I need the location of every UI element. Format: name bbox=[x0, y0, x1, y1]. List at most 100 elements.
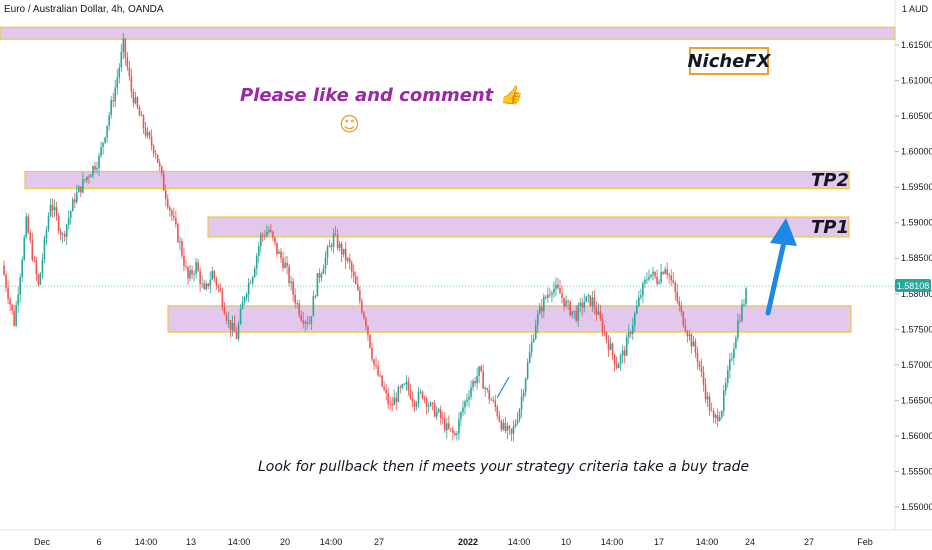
candle-body bbox=[486, 388, 489, 390]
candle-body bbox=[140, 115, 143, 117]
candle-body bbox=[583, 301, 586, 308]
candle-body bbox=[429, 402, 432, 406]
candle-body bbox=[207, 283, 210, 287]
candle-body bbox=[298, 303, 300, 315]
candle-body bbox=[502, 422, 505, 430]
candle-body bbox=[217, 285, 220, 288]
candle-body bbox=[526, 362, 529, 379]
candle-body bbox=[666, 269, 668, 275]
candle-body bbox=[543, 296, 545, 312]
candle-body bbox=[739, 320, 741, 322]
candle-body bbox=[458, 419, 460, 434]
candle-body bbox=[235, 331, 238, 339]
candle-body bbox=[644, 279, 646, 284]
candle-body bbox=[399, 387, 402, 388]
candle-body bbox=[243, 297, 246, 303]
candle-body bbox=[454, 433, 456, 436]
candle-body bbox=[504, 422, 507, 431]
candle-body bbox=[193, 273, 195, 275]
candle-body bbox=[100, 147, 102, 156]
candle-body bbox=[603, 332, 606, 333]
y-tick-label: 1.58500 bbox=[901, 253, 932, 263]
candle-body bbox=[84, 179, 86, 181]
y-tick-label: 1.56500 bbox=[901, 395, 932, 405]
support-zone bbox=[167, 305, 852, 333]
candle-body bbox=[541, 306, 543, 312]
candle-body bbox=[403, 384, 406, 385]
candle-body bbox=[171, 210, 173, 216]
candle-body bbox=[443, 418, 446, 431]
candle-body bbox=[272, 231, 274, 238]
candle-body bbox=[395, 397, 398, 403]
candle-body bbox=[597, 311, 600, 315]
candle-body bbox=[625, 337, 628, 356]
candle-body bbox=[664, 269, 666, 274]
strategy-note: Look for pullback then if meets your str… bbox=[258, 459, 750, 475]
candle-body bbox=[348, 258, 351, 263]
candle-body bbox=[373, 359, 375, 365]
candle-body bbox=[148, 132, 151, 137]
candle-body bbox=[33, 260, 36, 261]
candle-body bbox=[73, 199, 76, 203]
candle-body bbox=[680, 305, 683, 312]
y-tick-label: 1.59500 bbox=[901, 182, 932, 192]
candle-body bbox=[727, 370, 729, 383]
candle-body bbox=[573, 310, 575, 312]
candle-body bbox=[340, 243, 343, 255]
candle-body bbox=[702, 371, 705, 385]
candle-body bbox=[648, 277, 650, 280]
current-price-tag: 1.58108 bbox=[895, 279, 931, 292]
candle-body bbox=[433, 403, 436, 417]
tp2-zone bbox=[24, 170, 850, 190]
candle-body bbox=[672, 280, 675, 283]
candle-body bbox=[698, 361, 701, 367]
candle-body bbox=[492, 400, 495, 402]
candle-body bbox=[674, 282, 677, 292]
candle-body bbox=[536, 313, 539, 326]
candle-body bbox=[102, 142, 104, 148]
candle-body bbox=[332, 233, 335, 247]
candle-body bbox=[371, 347, 373, 360]
candle-body bbox=[237, 324, 240, 339]
candle-body bbox=[520, 396, 523, 410]
candle-body bbox=[735, 337, 737, 349]
candle-body bbox=[441, 418, 444, 419]
candle-body bbox=[320, 273, 323, 278]
candle-body bbox=[294, 294, 296, 304]
candle-body bbox=[116, 77, 119, 88]
candle-body bbox=[164, 190, 167, 200]
candle-body bbox=[439, 409, 442, 419]
candle-body bbox=[181, 241, 183, 256]
candle-body bbox=[678, 301, 681, 306]
candle-body bbox=[45, 229, 48, 239]
candle-body bbox=[472, 381, 474, 388]
candle-body bbox=[5, 274, 7, 288]
candle-body bbox=[215, 278, 218, 286]
candle-body bbox=[692, 341, 695, 347]
candle-body bbox=[264, 235, 266, 237]
candle-body bbox=[538, 306, 541, 314]
candle-body bbox=[352, 271, 355, 277]
candle-body bbox=[308, 323, 311, 325]
candle-body bbox=[302, 320, 305, 324]
candle-body bbox=[731, 358, 733, 360]
candle-body bbox=[134, 97, 137, 104]
candle-body bbox=[136, 97, 139, 108]
candle-body bbox=[547, 294, 549, 298]
candle-body bbox=[650, 274, 652, 278]
candle-body bbox=[456, 433, 458, 436]
candle-body bbox=[290, 281, 292, 284]
candle-body bbox=[391, 404, 393, 406]
candle-body bbox=[328, 245, 331, 248]
candle-body bbox=[478, 366, 480, 376]
candle-body bbox=[555, 284, 557, 289]
x-tick-label: 6 bbox=[96, 537, 101, 547]
candle-body bbox=[684, 325, 687, 332]
candle-body bbox=[609, 343, 612, 350]
candle-body bbox=[336, 234, 339, 249]
candle-body bbox=[334, 233, 337, 235]
candle-body bbox=[595, 308, 598, 315]
candle-body bbox=[708, 396, 711, 411]
candle-body bbox=[71, 199, 74, 212]
